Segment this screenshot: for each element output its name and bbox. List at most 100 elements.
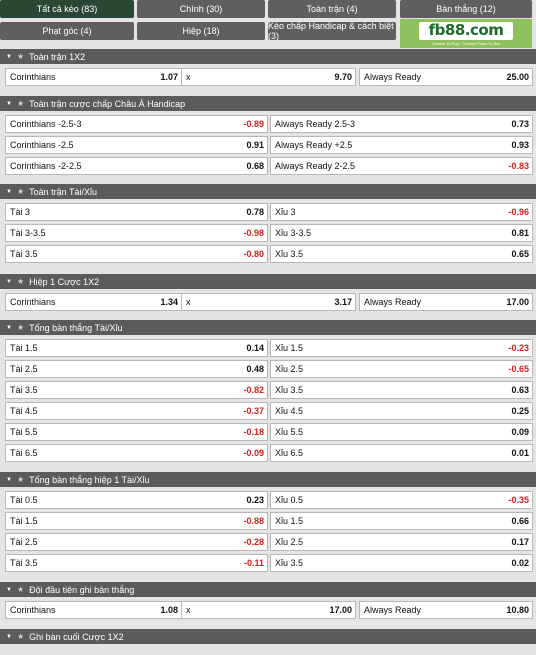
odds-value: -0.37 <box>243 406 264 416</box>
selection-label: Xỉu 3.5 <box>275 558 304 568</box>
collapse-icon[interactable]: ▼ <box>6 633 12 640</box>
tab-7[interactable]: Kèo chấp Handicap & cách biệt (3) <box>268 21 396 41</box>
odds-cell[interactable]: Tài 3-3.5 -0.98 <box>5 224 268 242</box>
star-icon[interactable]: ★ <box>16 99 25 108</box>
odds-cell[interactable]: Xỉu 3-3.5 0.81 <box>270 224 533 242</box>
odds-cell[interactable]: Xỉu 5.5 0.09 <box>270 423 533 441</box>
odds-cell[interactable]: Always Ready 2-2.5 -0.83 <box>270 157 533 175</box>
odds-cell[interactable]: Tài 1.5 0.14 <box>5 339 268 357</box>
star-icon[interactable]: ★ <box>16 323 25 332</box>
odds-cell[interactable]: x 17.00 <box>181 601 356 619</box>
selection-label: Tài 5.5 <box>10 427 38 437</box>
odds-cell[interactable]: x 9.70 <box>181 68 356 86</box>
odds-cell[interactable]: Xỉu 3.5 0.02 <box>270 554 533 572</box>
odds-value: 10.80 <box>506 605 529 615</box>
odds-cell[interactable]: Tài 3 0.78 <box>5 203 268 221</box>
odds-cell[interactable]: Xỉu 0.5 -0.35 <box>270 491 533 509</box>
odds-value: 0.81 <box>511 228 529 238</box>
selection-label: Xỉu 2.5 <box>275 364 304 374</box>
odds-cell[interactable]: Xỉu 2.5 0.17 <box>270 533 533 551</box>
star-icon[interactable]: ★ <box>16 52 25 61</box>
odds-cell[interactable]: Corinthians -2.5-3 -0.89 <box>5 115 268 133</box>
odds-cell[interactable]: Tài 3.5 -0.11 <box>5 554 268 572</box>
tab-4[interactable]: Bàn thắng (12) <box>400 0 532 18</box>
odds-value: -0.35 <box>508 495 529 505</box>
section-header[interactable]: ▼ ★ Tổng bàn thắng Tài/Xỉu <box>0 320 536 335</box>
selection-label: Xỉu 0.5 <box>275 495 304 505</box>
tab-3[interactable]: Toàn trận (4) <box>268 0 396 18</box>
odds-cell[interactable]: Tài 1.5 -0.88 <box>5 512 268 530</box>
section-header[interactable]: ▼ ★ Ghi bàn cuối Cược 1X2 <box>0 629 536 644</box>
odds-value: -0.88 <box>243 516 264 526</box>
collapse-icon[interactable]: ▼ <box>6 188 12 195</box>
odds-cell[interactable]: Always Ready 17.00 <box>359 293 533 311</box>
tab-2[interactable]: Chính (30) <box>137 0 265 18</box>
odds-cell[interactable]: Xỉu 1.5 0.66 <box>270 512 533 530</box>
star-icon[interactable]: ★ <box>16 277 25 286</box>
odds-value: 1.07 <box>160 72 178 82</box>
odds-value: 0.02 <box>511 558 529 568</box>
odds-value: 0.14 <box>246 343 264 353</box>
odds-cell[interactable]: Tài 6.5 -0.09 <box>5 444 268 462</box>
collapse-icon[interactable]: ▼ <box>6 278 12 285</box>
selection-label: Tài 4.5 <box>10 406 38 416</box>
odds-cell[interactable]: Xỉu 4.5 0.25 <box>270 402 533 420</box>
odds-cell[interactable]: Corinthians 1.07 <box>5 68 182 86</box>
odds-value: 0.17 <box>511 537 529 547</box>
odds-value: 0.63 <box>511 385 529 395</box>
odds-cell[interactable]: Tài 3.5 -0.82 <box>5 381 268 399</box>
collapse-icon[interactable]: ▼ <box>6 476 12 483</box>
collapse-icon[interactable]: ▼ <box>6 586 12 593</box>
odds-cell[interactable]: Tài 2.5 -0.28 <box>5 533 268 551</box>
odds-cell[interactable]: Always Ready +2.5 0.93 <box>270 136 533 154</box>
odds-cell[interactable]: x 3.17 <box>181 293 356 311</box>
odds-cell[interactable]: Xỉu 3.5 0.63 <box>270 381 533 399</box>
odds-value: 0.09 <box>511 427 529 437</box>
odds-cell[interactable]: Xỉu 3 -0.96 <box>270 203 533 221</box>
collapse-icon[interactable]: ▼ <box>6 53 12 60</box>
tab-6[interactable]: Hiệp (18) <box>137 22 265 40</box>
odds-cell[interactable]: Tài 0.5 0.23 <box>5 491 268 509</box>
star-icon[interactable]: ★ <box>16 632 25 641</box>
collapse-icon[interactable]: ▼ <box>6 324 12 331</box>
odds-cell[interactable]: Always Ready 25.00 <box>359 68 533 86</box>
selection-label: Tài 3.5 <box>10 249 38 259</box>
odds-cell[interactable]: Always Ready 10.80 <box>359 601 533 619</box>
star-icon[interactable]: ★ <box>16 187 25 196</box>
odds-cell[interactable]: Corinthians -2-2.5 0.68 <box>5 157 268 175</box>
section-title: Toàn trận 1X2 <box>29 51 86 62</box>
tab-5[interactable]: Phạt góc (4) <box>0 22 134 40</box>
section-header[interactable]: ▼ ★ Đội đầu tiên ghi bàn thắng <box>0 582 536 597</box>
odds-cell[interactable]: Corinthians 1.34 <box>5 293 182 311</box>
selection-label: Always Ready 2-2.5 <box>275 161 356 171</box>
tab-1[interactable]: Tất cả kèo (83) <box>0 0 134 18</box>
odds-value: 9.70 <box>334 72 352 82</box>
odds-value: 1.08 <box>160 605 178 615</box>
odds-cell[interactable]: Tài 5.5 -0.18 <box>5 423 268 441</box>
selection-label: Xỉu 1.5 <box>275 516 304 526</box>
selection-label: Always Ready <box>364 72 422 82</box>
odds-value: -0.09 <box>243 448 264 458</box>
odds-cell[interactable]: Corinthians -2.5 0.91 <box>5 136 268 154</box>
star-icon[interactable]: ★ <box>16 585 25 594</box>
collapse-icon[interactable]: ▼ <box>6 100 12 107</box>
odds-cell[interactable]: Xỉu 6.5 0.01 <box>270 444 533 462</box>
odds-cell[interactable]: Xỉu 2.5 -0.65 <box>270 360 533 378</box>
odds-cell[interactable]: Tài 3.5 -0.80 <box>5 245 268 263</box>
star-icon[interactable]: ★ <box>16 475 25 484</box>
odds-cell[interactable]: Always Ready 2.5-3 0.73 <box>270 115 533 133</box>
odds-cell[interactable]: Corinthians 1.08 <box>5 601 182 619</box>
odds-cell[interactable]: Xỉu 3.5 0.65 <box>270 245 533 263</box>
section-header[interactable]: ▼ ★ Tổng bàn thắng hiệp 1 Tài/Xỉu <box>0 472 536 487</box>
odds-cell[interactable]: Tài 2.5 0.48 <box>5 360 268 378</box>
fb88-logo: fb88.com Games To Play · Trusted Place T… <box>400 19 532 48</box>
odds-value: 0.93 <box>511 140 529 150</box>
section-header[interactable]: ▼ ★ Toàn trận 1X2 <box>0 49 536 64</box>
odds-value: 0.68 <box>246 161 264 171</box>
section-title: Tổng bàn thắng hiệp 1 Tài/Xỉu <box>29 474 150 485</box>
odds-cell[interactable]: Tài 4.5 -0.37 <box>5 402 268 420</box>
section-header[interactable]: ▼ ★ Hiệp 1 Cược 1X2 <box>0 274 536 289</box>
odds-cell[interactable]: Xỉu 1.5 -0.23 <box>270 339 533 357</box>
section-header[interactable]: ▼ ★ Toàn trận cược chấp Châu Á Handicap <box>0 96 536 111</box>
section-header[interactable]: ▼ ★ Toàn trận Tài/Xỉu <box>0 184 536 199</box>
